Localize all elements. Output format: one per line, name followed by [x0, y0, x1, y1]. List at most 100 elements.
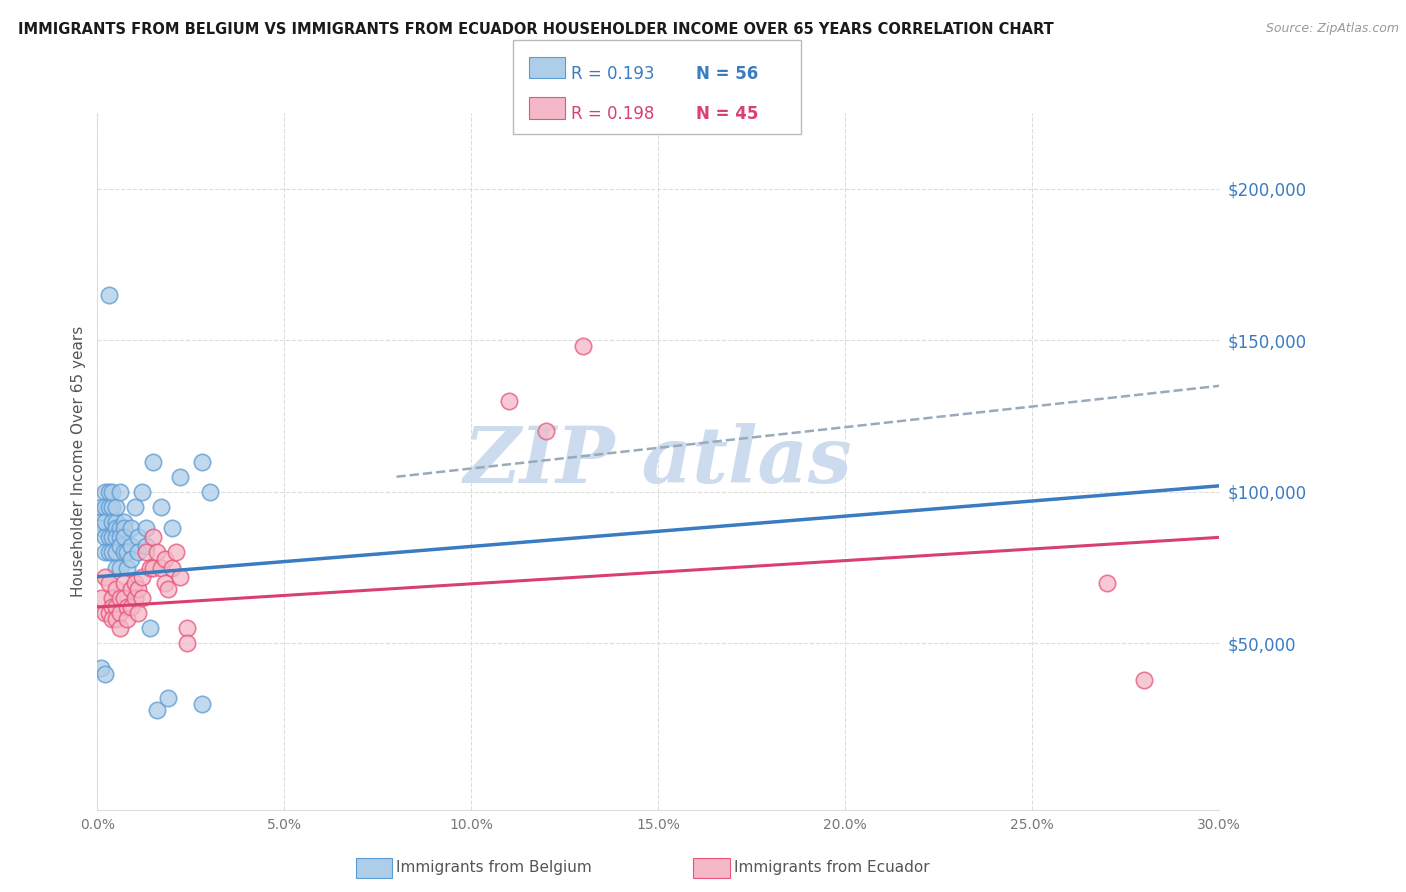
Point	[160, 560, 183, 574]
Point	[153, 575, 176, 590]
Point	[117, 600, 139, 615]
Point	[146, 545, 169, 559]
Point	[108, 560, 131, 574]
Point	[94, 545, 117, 559]
Point	[127, 530, 149, 544]
Point	[534, 425, 557, 439]
Point	[117, 545, 139, 559]
Point	[97, 545, 120, 559]
Point	[105, 600, 128, 615]
Point	[138, 560, 160, 574]
Point	[191, 697, 214, 711]
Point	[97, 288, 120, 302]
Point	[112, 521, 135, 535]
Point	[131, 570, 153, 584]
Point	[112, 591, 135, 605]
Point	[157, 690, 180, 705]
Point	[94, 666, 117, 681]
Point	[127, 545, 149, 559]
Text: IMMIGRANTS FROM BELGIUM VS IMMIGRANTS FROM ECUADOR HOUSEHOLDER INCOME OVER 65 YE: IMMIGRANTS FROM BELGIUM VS IMMIGRANTS FR…	[18, 22, 1054, 37]
Point	[94, 500, 117, 514]
Point	[135, 521, 157, 535]
Point	[94, 530, 117, 544]
Point	[101, 530, 124, 544]
Point	[108, 591, 131, 605]
Text: N = 45: N = 45	[696, 105, 758, 123]
Point	[97, 500, 120, 514]
Point	[127, 582, 149, 596]
Point	[105, 515, 128, 529]
Point	[101, 591, 124, 605]
Point	[105, 521, 128, 535]
Point	[149, 560, 172, 574]
Point	[97, 484, 120, 499]
Point	[108, 621, 131, 635]
Point	[90, 515, 112, 529]
Point	[120, 600, 142, 615]
Point	[112, 575, 135, 590]
Point	[149, 500, 172, 514]
Point	[169, 570, 191, 584]
Point	[176, 636, 198, 650]
Point	[135, 545, 157, 559]
Point	[142, 530, 165, 544]
Point	[101, 484, 124, 499]
Point	[108, 540, 131, 554]
Point	[108, 484, 131, 499]
Point	[120, 551, 142, 566]
Point	[176, 621, 198, 635]
Text: N = 56: N = 56	[696, 65, 758, 83]
Point	[124, 500, 146, 514]
Point	[105, 612, 128, 626]
Point	[112, 545, 135, 559]
Point	[105, 560, 128, 574]
Point	[90, 500, 112, 514]
Point	[131, 484, 153, 499]
Point	[157, 582, 180, 596]
Point	[101, 600, 124, 615]
Point	[112, 530, 135, 544]
Point	[97, 575, 120, 590]
Text: Immigrants from Ecuador: Immigrants from Ecuador	[734, 861, 929, 875]
Point	[124, 575, 146, 590]
Point	[94, 484, 117, 499]
Text: R = 0.193: R = 0.193	[571, 65, 654, 83]
Point	[124, 591, 146, 605]
Point	[146, 703, 169, 717]
Text: Immigrants from Belgium: Immigrants from Belgium	[396, 861, 592, 875]
Point	[142, 454, 165, 468]
Point	[117, 560, 139, 574]
Point	[101, 545, 124, 559]
Point	[191, 454, 214, 468]
Point	[138, 621, 160, 635]
Point	[165, 545, 187, 559]
Point	[90, 521, 112, 535]
Point	[108, 530, 131, 544]
Point	[572, 339, 595, 353]
Point	[101, 612, 124, 626]
Point	[198, 484, 221, 499]
Point	[101, 500, 124, 514]
Point	[169, 469, 191, 483]
Point	[101, 515, 124, 529]
Point	[160, 521, 183, 535]
Point	[94, 606, 117, 620]
Point	[108, 606, 131, 620]
Point	[120, 540, 142, 554]
Point	[131, 591, 153, 605]
Point	[1095, 575, 1118, 590]
Point	[105, 530, 128, 544]
Text: ZIP atlas: ZIP atlas	[464, 424, 852, 500]
Point	[105, 545, 128, 559]
Point	[153, 551, 176, 566]
Text: R = 0.198: R = 0.198	[571, 105, 654, 123]
Point	[112, 515, 135, 529]
Text: Source: ZipAtlas.com: Source: ZipAtlas.com	[1265, 22, 1399, 36]
Point	[120, 521, 142, 535]
Point	[97, 530, 120, 544]
Point	[127, 606, 149, 620]
Point	[135, 540, 157, 554]
Point	[108, 521, 131, 535]
Point	[90, 660, 112, 674]
Point	[105, 582, 128, 596]
